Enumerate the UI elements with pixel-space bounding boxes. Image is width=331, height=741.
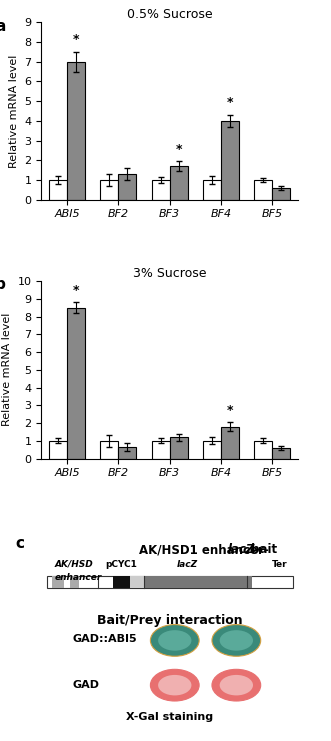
Text: *: * xyxy=(175,143,182,156)
Y-axis label: Relative mRNA level: Relative mRNA level xyxy=(9,54,19,167)
Ellipse shape xyxy=(220,630,253,651)
Bar xyxy=(272,188,290,200)
Title: 0.5% Sucrose: 0.5% Sucrose xyxy=(127,8,213,21)
Bar xyxy=(100,441,118,459)
Bar xyxy=(152,180,169,200)
Ellipse shape xyxy=(150,669,199,701)
Text: bait: bait xyxy=(247,543,277,556)
Bar xyxy=(118,447,136,459)
Bar xyxy=(49,441,67,459)
Text: b: b xyxy=(0,277,6,293)
Text: c: c xyxy=(16,536,25,551)
Bar xyxy=(67,308,85,459)
Text: *: * xyxy=(73,33,79,46)
Text: GAD::ABI5: GAD::ABI5 xyxy=(72,634,137,645)
Bar xyxy=(254,441,272,459)
Text: X-Gal staining: X-Gal staining xyxy=(126,712,213,722)
Text: *: * xyxy=(73,284,79,297)
FancyBboxPatch shape xyxy=(144,576,252,588)
Text: AK/HSD1 enhancer-: AK/HSD1 enhancer- xyxy=(139,543,268,556)
FancyBboxPatch shape xyxy=(130,576,144,588)
Bar xyxy=(100,180,118,200)
Text: GAD: GAD xyxy=(72,680,99,690)
Bar xyxy=(152,441,169,459)
Bar xyxy=(49,180,67,200)
Bar xyxy=(254,180,272,200)
Bar xyxy=(272,448,290,459)
Ellipse shape xyxy=(158,675,191,695)
FancyBboxPatch shape xyxy=(46,576,293,588)
Bar xyxy=(221,121,239,200)
FancyBboxPatch shape xyxy=(113,576,130,588)
FancyBboxPatch shape xyxy=(70,576,78,588)
Text: lacZ: lacZ xyxy=(177,559,198,568)
Text: enhancer: enhancer xyxy=(54,573,102,582)
Text: a: a xyxy=(0,19,6,33)
Bar xyxy=(221,427,239,459)
Ellipse shape xyxy=(158,630,191,651)
Bar xyxy=(203,441,221,459)
Bar xyxy=(169,437,188,459)
Text: pCYC1: pCYC1 xyxy=(105,559,137,568)
Bar xyxy=(203,180,221,200)
Ellipse shape xyxy=(220,675,253,695)
Text: *: * xyxy=(227,96,233,109)
Text: AK/HSD: AK/HSD xyxy=(54,559,93,568)
FancyBboxPatch shape xyxy=(52,576,65,588)
Bar xyxy=(118,174,136,200)
Bar xyxy=(169,166,188,200)
Ellipse shape xyxy=(150,625,199,657)
Bar xyxy=(67,62,85,200)
Text: Bait/Prey interaction: Bait/Prey interaction xyxy=(97,614,242,628)
Text: *: * xyxy=(227,404,233,417)
Title: 3% Sucrose: 3% Sucrose xyxy=(133,267,207,280)
Text: Ter: Ter xyxy=(272,559,288,568)
Ellipse shape xyxy=(212,625,261,657)
Text: lacZ: lacZ xyxy=(227,543,255,556)
Y-axis label: Relative mRNA level: Relative mRNA level xyxy=(2,313,12,427)
Ellipse shape xyxy=(212,669,261,701)
